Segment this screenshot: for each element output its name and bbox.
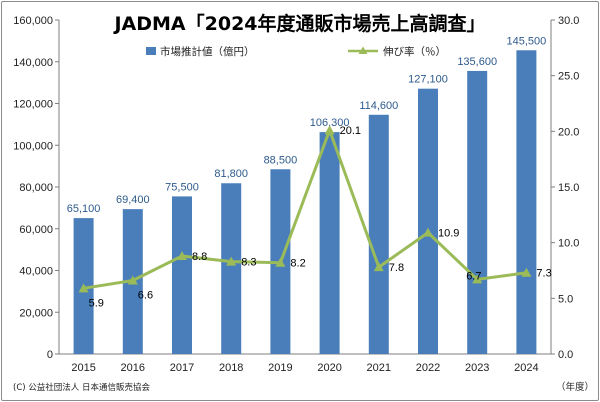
credit-text: (C) 公益社団法人 日本通信販売協会 (13, 382, 150, 393)
bar-value-label: 135,600 (457, 56, 497, 68)
growth-value-label: 6.7 (466, 270, 481, 282)
growth-value-label: 6.6 (138, 290, 153, 302)
left-tick-label: 80,000 (19, 182, 53, 194)
bar (319, 132, 340, 354)
x-axis-unit: （年度） (556, 381, 594, 393)
left-axis-ticks: 0 20,000 40,000 60,000 80,000 100,000 120,000 1… (13, 15, 59, 361)
growth-polyline (83, 128, 527, 290)
bar-value-label: 65,100 (67, 203, 101, 215)
left-tick-label: 120,000 (13, 99, 53, 111)
x-axis-labels: 2015 2016 2017 2018 2019 2020 2021 2022 2023 2024 (71, 362, 538, 374)
bar-value-label: 88,500 (264, 154, 298, 166)
x-tick-label: 2023 (465, 362, 489, 374)
growth-marker (521, 267, 532, 277)
right-axis-ticks: 0.0 5.0 10.0 15.0 20.0 25.0 30.0 (551, 15, 579, 361)
bar-value-label: 127,100 (408, 74, 448, 86)
x-tick-label: 2024 (514, 362, 538, 374)
bar-value-label: 69,400 (116, 194, 150, 206)
bar (172, 196, 192, 354)
legend-bar-swatch (146, 47, 156, 55)
bar-value-label: 81,800 (214, 168, 248, 180)
growth-value-label: 5.9 (89, 297, 104, 309)
x-tick-label: 2019 (268, 362, 292, 374)
growth-labels: 5.9 6.6 8.8 8.3 8.2 20.1 7.8 10.9 6.7 7.3 (89, 125, 552, 309)
right-tick-label: 30.0 (558, 15, 579, 27)
growth-marker (472, 274, 483, 284)
growth-marker (275, 257, 286, 267)
growth-value-label: 8.3 (241, 257, 256, 269)
bar-value-label: 145,500 (507, 35, 547, 47)
legend-bar-label: 市場推計値（億円） (160, 45, 255, 58)
left-tick-label: 0 (47, 349, 53, 361)
x-tick-label: 2018 (219, 362, 243, 374)
growth-line (78, 125, 532, 293)
growth-marker (177, 251, 187, 261)
x-tick-label: 2016 (121, 362, 145, 374)
growth-marker (324, 125, 335, 135)
legend-line-label: 伸び率（％） (383, 45, 446, 58)
growth-value-label: 10.9 (438, 228, 459, 240)
x-tick-label: 2022 (416, 362, 440, 374)
left-tick-label: 60,000 (19, 224, 53, 236)
x-tick-label: 2021 (367, 362, 391, 374)
growth-value-label: 8.2 (290, 258, 305, 270)
bar-value-label: 106,300 (310, 117, 350, 129)
right-tick-label: 20.0 (558, 126, 579, 138)
bar (368, 114, 389, 355)
growth-value-label: 7.3 (536, 268, 551, 280)
growth-marker (373, 262, 384, 272)
right-tick-label: 10.0 (558, 238, 579, 250)
bar-value-label: 75,500 (165, 181, 199, 193)
right-tick-label: 25.0 (558, 71, 579, 83)
right-tick-label: 5.0 (558, 293, 573, 305)
growth-value-label: 20.1 (340, 125, 361, 137)
chart-title: JADMA「2024年度通販市場売上高調査」 (112, 12, 485, 35)
growth-marker (226, 256, 237, 266)
bar (221, 183, 242, 354)
bar-value-label: 114,600 (359, 100, 398, 112)
growth-value-label: 7.8 (389, 262, 404, 274)
legend: 市場推計値（億円） 伸び率（％） (146, 45, 446, 58)
right-tick-label: 0.0 (558, 349, 573, 361)
left-tick-label: 20,000 (19, 307, 53, 319)
bar-labels: 65,100 69,400 75,500 81,800 88,500 106,300 114… (67, 35, 547, 215)
growth-value-label: 8.8 (192, 251, 207, 263)
growth-marker (78, 283, 89, 293)
growth-marker (423, 227, 433, 237)
x-tick-label: 2015 (71, 362, 95, 374)
left-tick-label: 100,000 (13, 140, 53, 152)
growth-marker (127, 275, 138, 285)
x-tick-label: 2017 (170, 362, 194, 374)
bar (516, 50, 537, 355)
left-tick-label: 140,000 (13, 57, 53, 69)
bar (418, 88, 438, 355)
bars (73, 50, 537, 355)
right-tick-label: 15.0 (558, 182, 579, 194)
bar (467, 70, 488, 354)
legend-line-marker (358, 46, 368, 54)
left-tick-label: 40,000 (19, 266, 53, 278)
left-tick-label: 160,000 (13, 15, 53, 27)
x-tick-label: 2020 (317, 362, 341, 374)
